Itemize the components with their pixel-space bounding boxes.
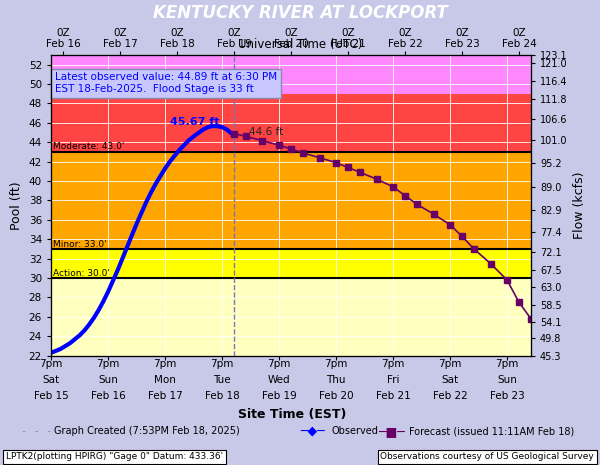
Text: Observations courtesy of US Geological Survey: Observations courtesy of US Geological S… <box>380 452 594 461</box>
Text: Thu: Thu <box>326 375 346 385</box>
Bar <box>51 93 531 152</box>
Text: ─■─: ─■─ <box>378 425 405 438</box>
Text: Feb 16: Feb 16 <box>91 391 125 401</box>
Text: Feb 23: Feb 23 <box>490 391 524 401</box>
Y-axis label: Pool (ft): Pool (ft) <box>10 181 23 230</box>
Text: Universal Time (UTC): Universal Time (UTC) <box>238 38 362 51</box>
Text: Fri: Fri <box>387 375 400 385</box>
Text: Sat: Sat <box>43 375 59 385</box>
Text: Feb 18: Feb 18 <box>205 391 239 401</box>
Text: Sat: Sat <box>442 375 459 385</box>
Text: 45.67 ft: 45.67 ft <box>170 117 219 126</box>
Bar <box>51 152 531 249</box>
Text: Feb 15: Feb 15 <box>34 391 68 401</box>
Text: 7pm: 7pm <box>40 359 63 370</box>
Text: Tue: Tue <box>214 375 231 385</box>
Text: - - - -: - - - - <box>21 426 65 436</box>
Y-axis label: Flow (kcfs): Flow (kcfs) <box>573 172 586 239</box>
Text: Latest observed value: 44.89 ft at 6:30 PM
EST 18-Feb-2025.  Flood Stage is 33 f: Latest observed value: 44.89 ft at 6:30 … <box>55 73 277 94</box>
Text: Wed: Wed <box>268 375 290 385</box>
Text: Feb 19: Feb 19 <box>262 391 296 401</box>
Text: Moderate: 43.0': Moderate: 43.0' <box>53 142 125 152</box>
Text: Feb 20: Feb 20 <box>319 391 353 401</box>
Text: Feb 21: Feb 21 <box>376 391 410 401</box>
Text: Graph Created (7:53PM Feb 18, 2025): Graph Created (7:53PM Feb 18, 2025) <box>54 426 240 436</box>
Text: Action: 30.0': Action: 30.0' <box>53 269 110 278</box>
Text: Feb 22: Feb 22 <box>433 391 467 401</box>
Bar <box>51 278 531 356</box>
Text: 7pm: 7pm <box>154 359 177 370</box>
Text: 7pm: 7pm <box>268 359 291 370</box>
Text: 7pm: 7pm <box>496 359 519 370</box>
Text: 7pm: 7pm <box>211 359 234 370</box>
Text: Mon: Mon <box>154 375 176 385</box>
Text: Minor: 33.0': Minor: 33.0' <box>53 239 107 249</box>
Text: KENTUCKY RIVER AT LOCKPORT: KENTUCKY RIVER AT LOCKPORT <box>152 5 448 22</box>
Bar <box>51 249 531 278</box>
Text: Sun: Sun <box>98 375 118 385</box>
Text: Feb 17: Feb 17 <box>148 391 182 401</box>
Text: ─◆─: ─◆─ <box>300 425 325 438</box>
Text: 7pm: 7pm <box>325 359 348 370</box>
Text: Forecast (issued 11:11AM Feb 18): Forecast (issued 11:11AM Feb 18) <box>409 426 574 436</box>
Text: Sun: Sun <box>497 375 517 385</box>
Bar <box>51 55 531 93</box>
Text: Site Time (EST): Site Time (EST) <box>238 408 346 421</box>
Text: LPTK2(plotting HPIRG) "Gage 0" Datum: 433.36': LPTK2(plotting HPIRG) "Gage 0" Datum: 43… <box>6 452 223 461</box>
Text: 44.6 ft: 44.6 ft <box>249 127 283 138</box>
Text: Observed: Observed <box>331 426 378 436</box>
Text: 7pm: 7pm <box>97 359 120 370</box>
Text: 7pm: 7pm <box>382 359 405 370</box>
Text: 7pm: 7pm <box>439 359 462 370</box>
